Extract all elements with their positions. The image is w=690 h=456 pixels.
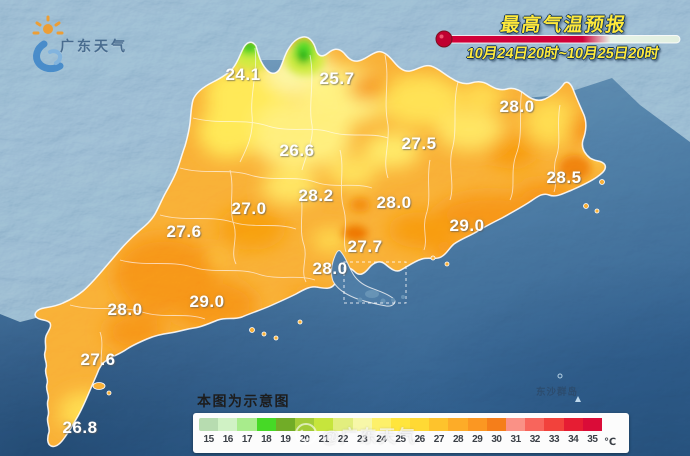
legend-value: 35 (587, 434, 598, 445)
temperature-legend: 15 16 17 18 19 20 21 22 23 24 25 26 27 28 29 30 31 32 33 34… (193, 413, 629, 453)
legend-value: 23 (357, 434, 368, 445)
legend-swatch (256, 418, 276, 431)
legend-cells: 15 16 17 18 19 20 21 22 23 24 25 26 27 28 29 30 31 32 33 34… (199, 418, 602, 445)
legend-cell: 31 (506, 418, 526, 445)
legend-value: 29 (472, 434, 483, 445)
legend-swatch (563, 418, 583, 431)
legend-value: 28 (452, 434, 464, 445)
legend-swatch (525, 418, 545, 431)
legend-cell: 24 (371, 418, 391, 445)
legend-value: 33 (548, 434, 560, 445)
legend-swatch (199, 418, 219, 431)
legend-cell: 22 (333, 418, 353, 445)
legend-value: 30 (491, 434, 502, 445)
legend-cell: 32 (525, 418, 545, 445)
legend-cell: 16 (218, 418, 238, 445)
legend-cell: 29 (467, 418, 487, 445)
legend-cell: 25 (390, 418, 411, 445)
legend-cell: 27 (429, 418, 449, 445)
forecast-date-range: 10月24日20时~10月25日20时 (465, 46, 661, 62)
legend-value: 26 (414, 434, 426, 445)
legend-swatch (448, 418, 468, 431)
legend-swatch (410, 418, 430, 431)
legend-swatch (314, 418, 334, 431)
legend-swatch (237, 418, 257, 431)
legend-value: 15 (203, 434, 215, 445)
legend-swatch (390, 418, 411, 431)
legend-swatch (544, 418, 564, 431)
station-logo: 广东天气 (20, 12, 210, 82)
legend-value: 17 (241, 434, 253, 445)
legend-value: 31 (510, 434, 522, 445)
legend-swatch (429, 418, 449, 431)
legend-cell: 28 (448, 418, 468, 445)
legend-value: 25 (395, 434, 406, 445)
legend-cell: 34 (563, 418, 583, 445)
typhoon-swirl-icon (33, 40, 64, 73)
station-logo-icon (32, 15, 64, 73)
legend-value: 16 (222, 434, 234, 445)
station-logo-text: 广东天气 (60, 38, 128, 54)
schematic-note: 本图为示意图 (197, 393, 290, 409)
legend-unit: ℃ (603, 437, 617, 448)
legend-cell: 17 (237, 418, 257, 445)
legend-cell: 35 (582, 418, 602, 445)
legend-cell: 30 (486, 418, 506, 445)
legend-value: 32 (529, 434, 541, 445)
legend-value: 34 (568, 434, 579, 445)
legend-swatch (582, 418, 602, 431)
legend-value: 19 (280, 434, 291, 445)
legend-cell: 33 (544, 418, 564, 445)
sun-icon (32, 15, 64, 35)
legend-cell: 21 (314, 418, 334, 445)
legend-swatch (218, 418, 238, 431)
legend-value: 24 (376, 434, 387, 445)
legend-value: 18 (261, 434, 272, 445)
legend-cell: 18 (256, 418, 276, 445)
legend-cell: 15 (199, 418, 219, 445)
legend-swatch (371, 418, 391, 431)
legend-swatch (333, 418, 353, 431)
legend-value: 21 (318, 434, 330, 445)
dongsha-islands-label: 东沙群岛 (536, 387, 579, 398)
legend-cell: 19 (275, 418, 295, 445)
legend-value: 27 (433, 434, 445, 445)
legend-cell: 26 (410, 418, 430, 445)
legend-cell: 20 (294, 418, 315, 445)
legend-swatch (506, 418, 526, 431)
legend-swatch (467, 418, 487, 431)
legend-swatch (294, 418, 315, 431)
legend-swatch (352, 418, 372, 431)
legend-cell: 23 (352, 418, 372, 445)
legend-swatch (486, 418, 506, 431)
legend-value: 20 (299, 434, 310, 445)
thermometer-graphic (435, 30, 681, 48)
legend-value: 22 (337, 434, 349, 445)
legend-swatch (275, 418, 295, 431)
